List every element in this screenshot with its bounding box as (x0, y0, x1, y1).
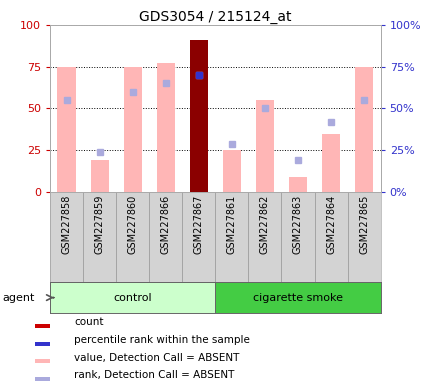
Text: control: control (113, 293, 151, 303)
Text: GSM227865: GSM227865 (358, 195, 368, 254)
Bar (314, 192, 347, 282)
Bar (35, 324, 50, 328)
Bar (182, 192, 215, 282)
Text: percentile rank within the sample: percentile rank within the sample (74, 335, 249, 345)
Text: rank, Detection Call = ABSENT: rank, Detection Call = ABSENT (74, 371, 234, 381)
Text: GSM227859: GSM227859 (95, 195, 104, 254)
Bar (149, 192, 182, 282)
Bar (347, 192, 380, 282)
Text: GSM227862: GSM227862 (260, 195, 269, 254)
Bar (222, 150, 240, 192)
Bar (354, 67, 372, 192)
Bar (83, 192, 116, 282)
Text: GSM227866: GSM227866 (161, 195, 170, 254)
Bar (50, 192, 83, 282)
Bar (35, 377, 50, 381)
Bar (90, 160, 108, 192)
Bar (288, 177, 306, 192)
Bar (123, 67, 141, 192)
Text: cigarette smoke: cigarette smoke (253, 293, 342, 303)
Bar (189, 40, 207, 192)
Bar (57, 67, 76, 192)
Text: GSM227861: GSM227861 (227, 195, 236, 254)
Bar (255, 100, 273, 192)
Bar (35, 359, 50, 363)
Text: GSM227858: GSM227858 (62, 195, 71, 254)
Bar (116, 192, 149, 282)
Bar (215, 192, 248, 282)
Title: GDS3054 / 215124_at: GDS3054 / 215124_at (139, 10, 291, 24)
Bar (281, 192, 314, 282)
Text: count: count (74, 317, 103, 327)
Text: GSM227867: GSM227867 (194, 195, 203, 254)
Text: GSM227860: GSM227860 (128, 195, 137, 254)
Bar (35, 342, 50, 346)
Bar (215, 282, 380, 313)
Bar (50, 282, 215, 313)
Text: GSM227864: GSM227864 (326, 195, 335, 254)
Bar (156, 63, 174, 192)
Text: agent: agent (2, 293, 34, 303)
Bar (248, 192, 281, 282)
Text: value, Detection Call = ABSENT: value, Detection Call = ABSENT (74, 353, 239, 363)
Text: GSM227863: GSM227863 (293, 195, 302, 254)
Bar (321, 134, 339, 192)
